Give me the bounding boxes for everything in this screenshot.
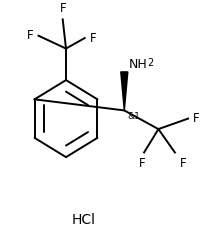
Text: 2: 2 [147,58,154,68]
Text: NH: NH [129,58,147,71]
Text: HCl: HCl [72,213,96,227]
Text: F: F [26,29,33,42]
Text: &1: &1 [127,112,140,120]
Text: F: F [59,2,66,15]
Text: F: F [139,157,145,170]
Text: F: F [193,112,200,125]
Text: F: F [90,31,96,45]
Text: F: F [180,157,186,170]
Polygon shape [121,72,128,110]
